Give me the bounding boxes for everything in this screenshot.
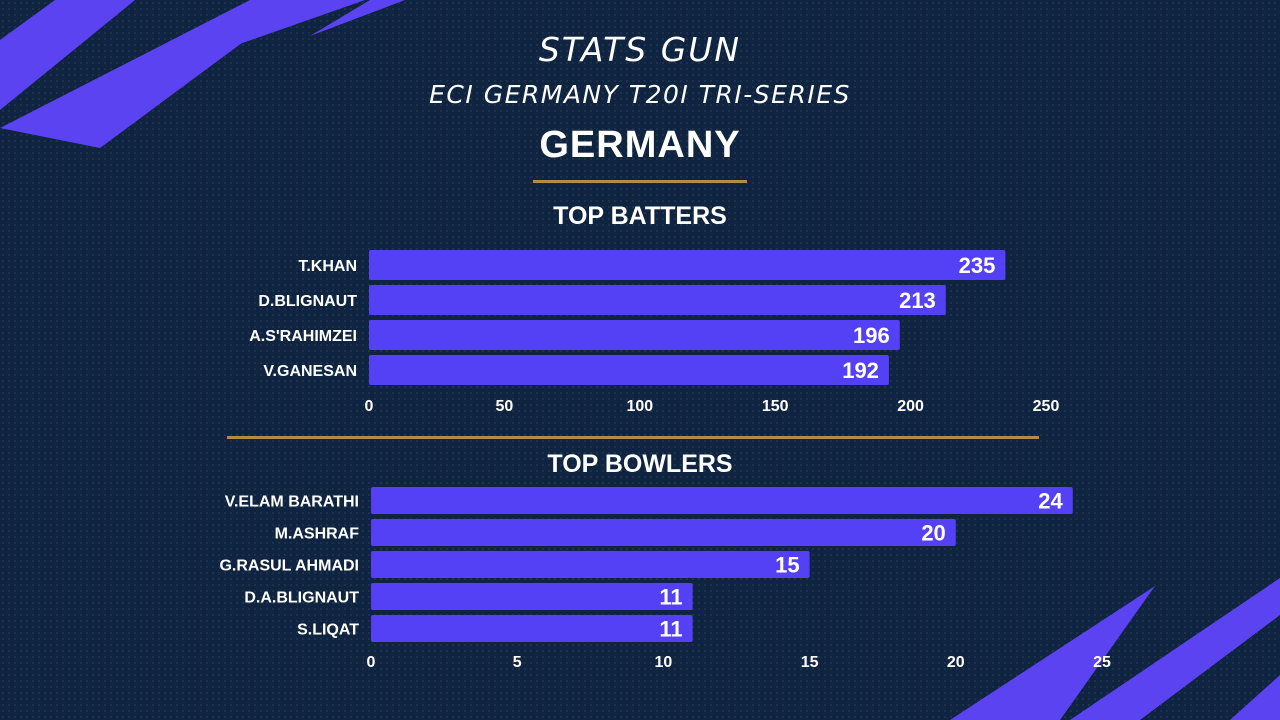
decor-stripe: [1230, 675, 1280, 720]
x-tick-label: 20: [947, 654, 965, 670]
x-tick-label: 25: [1093, 654, 1111, 670]
x-tick-label: 10: [655, 654, 673, 670]
x-tick-label: 0: [365, 398, 374, 415]
data-label: 11: [659, 585, 682, 610]
bar: [371, 487, 1073, 514]
bowlers-chart: V.ELAM BARATHI 24 M.ASHRAF 20 G.RASUL AHMADI…: [219, 487, 1111, 670]
x-tick-label: 150: [762, 398, 789, 415]
category-label: T.KHAN: [298, 258, 357, 275]
data-label: 20: [921, 521, 945, 546]
category-label: A.S'RAHIMZEI: [249, 328, 357, 345]
batters-chart-title: TOP BATTERS: [553, 202, 727, 230]
category-label: D.A.BLIGNAUT: [244, 590, 359, 607]
batters-chart: T.KHAN 235 D.BLIGNAUT 213 A.S'RAHIMZEI 196 V.G…: [249, 250, 1060, 415]
decor-stripe: [200, 0, 365, 58]
data-label: 192: [842, 358, 879, 383]
header-divider: [533, 180, 747, 183]
x-tick-label: 15: [801, 654, 819, 670]
category-label: G.RASUL AHMADI: [219, 558, 359, 575]
category-label: S.LIQAT: [297, 622, 359, 639]
bar: [371, 519, 956, 546]
category-label: V.ELAM BARATHI: [225, 494, 359, 511]
bar: [369, 355, 889, 385]
data-label: 235: [959, 253, 996, 278]
decor-stripe: [950, 586, 1155, 720]
data-label: 196: [853, 323, 890, 348]
category-label: D.BLIGNAUT: [258, 293, 357, 310]
team-name: GERMANY: [539, 124, 741, 166]
category-label: V.GANESAN: [263, 363, 357, 380]
x-tick-label: 250: [1033, 398, 1060, 415]
data-label: 213: [899, 288, 936, 313]
category-label: M.ASHRAF: [275, 526, 360, 543]
bar: [369, 285, 946, 315]
section-divider: [227, 436, 1039, 439]
decor-stripe: [0, 0, 300, 148]
bar: [371, 615, 693, 642]
decor-stripe: [310, 0, 405, 36]
bar: [371, 583, 693, 610]
data-label: 24: [1038, 489, 1063, 514]
x-tick-label: 0: [367, 654, 376, 670]
x-tick-label: 50: [496, 398, 514, 415]
brand-title: STATS GUN: [538, 30, 742, 69]
series-subtitle: ECI GERMANY T20I TRI-SERIES: [429, 80, 851, 109]
bar: [369, 250, 1006, 280]
data-label: 15: [775, 553, 799, 578]
bowlers-chart-title: TOP BOWLERS: [547, 450, 733, 478]
decor-stripe: [1070, 578, 1280, 720]
bar: [371, 551, 810, 578]
x-tick-label: 5: [513, 654, 522, 670]
x-tick-label: 100: [626, 398, 653, 415]
decor-stripe: [0, 0, 135, 110]
data-label: 11: [659, 617, 682, 642]
x-tick-label: 200: [897, 398, 924, 415]
bar: [369, 320, 900, 350]
